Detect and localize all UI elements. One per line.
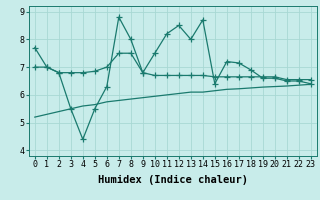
X-axis label: Humidex (Indice chaleur): Humidex (Indice chaleur) [98, 175, 248, 185]
